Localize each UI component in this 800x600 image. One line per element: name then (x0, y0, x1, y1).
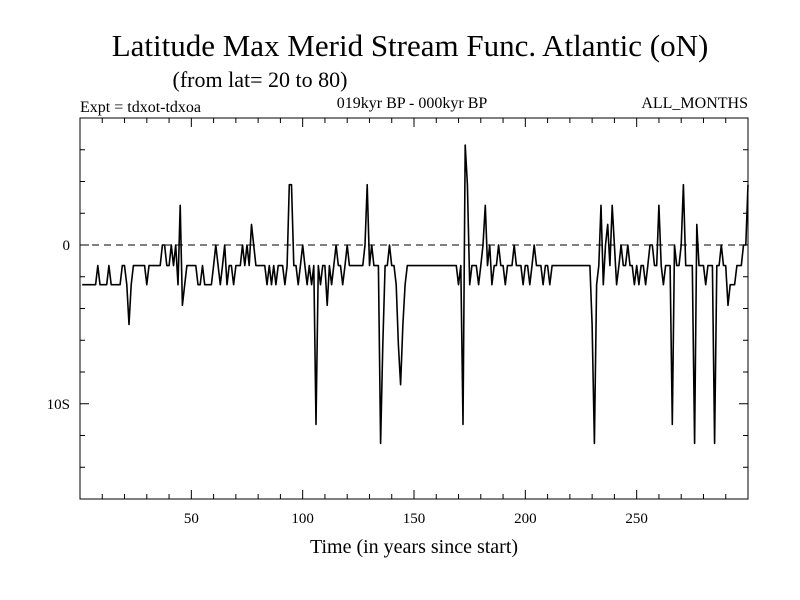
x-tick-label: 250 (625, 511, 648, 527)
period-label: 019kyr BP - 000kyr BP (337, 95, 488, 112)
chart-subtitle: (from lat= 20 to 80) (173, 67, 348, 92)
x-tick-label: 50 (184, 511, 199, 527)
x-tick-label: 100 (291, 511, 314, 527)
chart-title: Latitude Max Merid Stream Func. Atlantic… (112, 28, 709, 63)
y-tick-label: 10S (47, 397, 70, 413)
x-tick-label: 150 (403, 511, 426, 527)
series-layer (82, 144, 749, 445)
series-line (82, 144, 749, 445)
y-tick-label: 0 (63, 238, 71, 254)
plot-frame (79, 117, 749, 500)
x-axis-label: Time (in years since start) (310, 536, 518, 558)
experiment-label: Expt = tdxot-tdxoa (80, 99, 201, 116)
months-label: ALL_MONTHS (641, 95, 748, 112)
x-tick-label: 200 (514, 511, 537, 527)
axes: 50 100 150 200 250 0 10S (47, 118, 748, 527)
